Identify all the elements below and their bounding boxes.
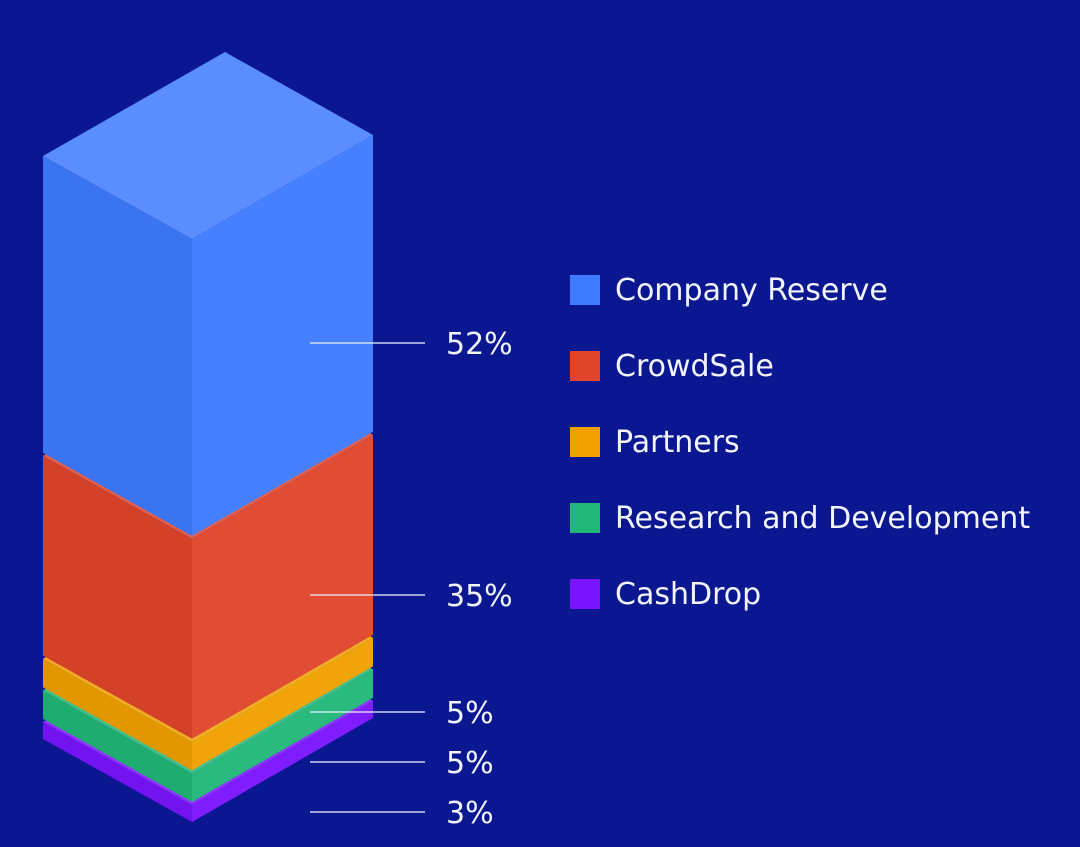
percent-label: 3% [446, 796, 494, 831]
legend-label: Research and Development [615, 500, 1031, 536]
legend-item-crowdsale: CrowdSale [570, 328, 1030, 404]
legend-swatch [570, 579, 600, 609]
legend-swatch [570, 351, 600, 381]
legend-swatch [570, 275, 600, 305]
legend-label: CashDrop [615, 576, 762, 612]
legend-label: Partners [615, 424, 740, 460]
segment-right-face [192, 434, 373, 739]
percent-label: 35% [446, 579, 513, 614]
segment-left-face [43, 156, 192, 536]
legend-item-company-reserve: Company Reserve [570, 252, 1030, 328]
segment-left-face [43, 721, 192, 822]
segment-company-reserve [43, 52, 373, 536]
legend-label: Company Reserve [615, 272, 888, 308]
column-segments [43, 52, 373, 822]
percent-labels: 52% 35% 5% 5% 3% [446, 327, 513, 831]
segment-right-face [192, 637, 373, 771]
legend-swatch [570, 427, 600, 457]
segment-left-face [43, 455, 192, 739]
leader-lines [310, 342, 425, 813]
legend-item-cashdrop: CashDrop [570, 556, 1030, 632]
segment-left-face [43, 690, 192, 802]
segment-left-face [43, 658, 192, 771]
legend-item-research-and-development: Research and Development [570, 480, 1030, 556]
segment-top-face [43, 52, 373, 239]
legend-swatch [570, 503, 600, 533]
legend-label: CrowdSale [615, 348, 774, 384]
legend: Company Reserve CrowdSale Partners Resea… [570, 252, 1030, 632]
percent-label: 52% [446, 327, 513, 362]
segment-right-face [192, 700, 373, 822]
segment-right-face [192, 669, 373, 802]
percent-label: 5% [446, 696, 494, 731]
percent-label: 5% [446, 746, 494, 781]
segment-right-face [192, 135, 373, 536]
legend-item-partners: Partners [570, 404, 1030, 480]
